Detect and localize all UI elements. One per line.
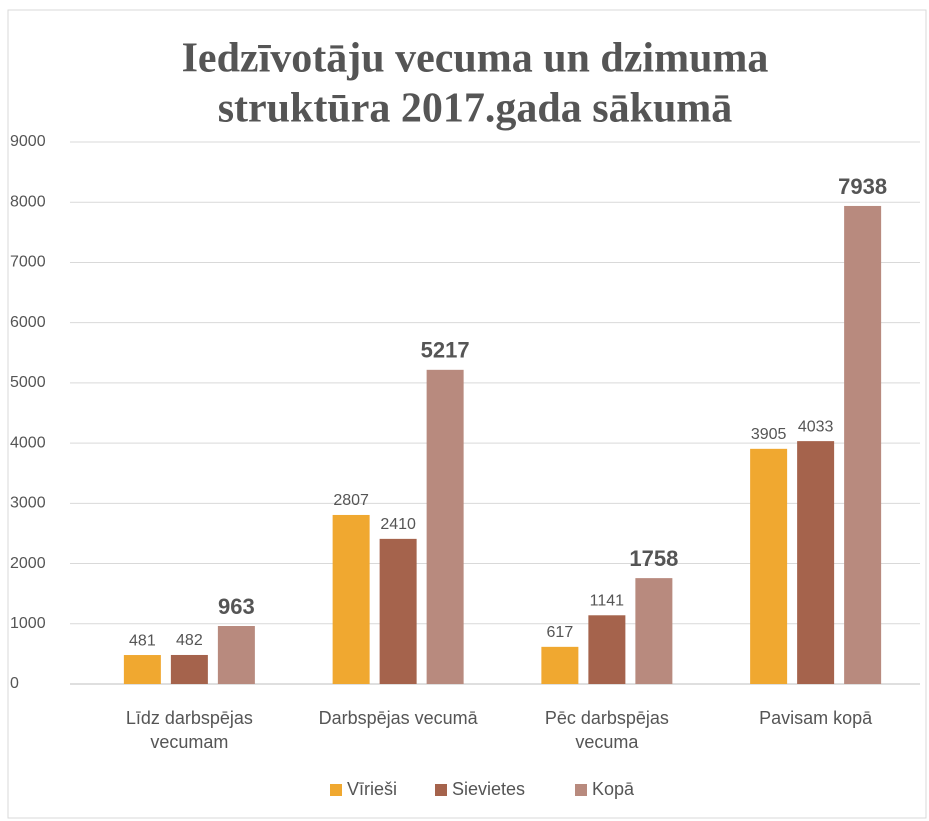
- y-tick-label: 7000: [10, 254, 46, 271]
- bar: [588, 615, 626, 684]
- legend-label: Sievietes: [452, 779, 525, 799]
- legend-swatch: [435, 784, 447, 796]
- data-label: 2807: [333, 492, 369, 509]
- data-label: 481: [129, 632, 156, 649]
- y-tick-label: 6000: [10, 314, 46, 331]
- bar: [844, 205, 882, 684]
- legend-label: Kopā: [592, 779, 635, 799]
- legend-label: Vīrieši: [347, 779, 397, 799]
- data-label: 4033: [798, 418, 834, 435]
- bar: [797, 441, 835, 684]
- bar: [750, 448, 788, 684]
- bar: [170, 654, 208, 684]
- legend-swatch: [330, 784, 342, 796]
- data-label: 7938: [838, 174, 887, 199]
- bar: [426, 369, 464, 684]
- data-label: 963: [218, 594, 255, 619]
- x-tick-label: Līdz darbspējas vecumam: [125, 708, 253, 752]
- bar: [217, 626, 255, 684]
- y-tick-label: 0: [10, 675, 19, 692]
- y-tick-label: 5000: [10, 374, 46, 391]
- bar: [123, 655, 161, 684]
- chart-title: Iedzīvotāju vecuma un dzimuma: [182, 36, 769, 82]
- y-tick-label: 1000: [10, 615, 46, 632]
- data-label: 482: [176, 632, 203, 649]
- data-label: 5217: [421, 338, 470, 363]
- bar: [379, 538, 417, 684]
- bar: [332, 514, 370, 684]
- y-tick-label: 2000: [10, 555, 46, 572]
- y-tick-label: 8000: [10, 193, 46, 210]
- data-label: 1141: [590, 593, 625, 610]
- y-tick-label: 4000: [10, 434, 46, 451]
- x-tick-label: Pēc darbspējas vecuma: [544, 708, 669, 752]
- data-label: 2410: [380, 516, 416, 533]
- bar: [541, 646, 579, 684]
- x-tick-label: Darbspējas vecumā: [318, 708, 478, 728]
- bar: [635, 578, 673, 684]
- x-tick-label: Pavisam kopā: [759, 708, 873, 728]
- data-label: 3905: [751, 426, 787, 443]
- y-tick-label: 9000: [10, 133, 46, 150]
- chart-title: struktūra 2017.gada sākumā: [218, 86, 733, 132]
- y-tick-label: 3000: [10, 495, 46, 512]
- data-label: 617: [547, 624, 574, 641]
- legend-swatch: [575, 784, 587, 796]
- data-label: 1758: [629, 546, 678, 571]
